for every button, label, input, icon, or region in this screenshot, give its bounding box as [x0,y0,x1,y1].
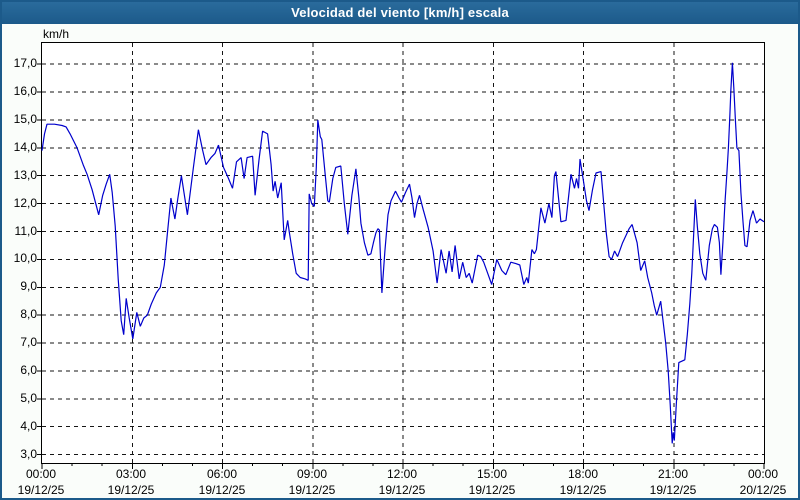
x-date-label: 19/12/25 [649,483,697,497]
y-tick-label: 7,0 [20,335,37,349]
x-tick-label: 15:00 [476,467,508,481]
y-tick-label: 17,0 [13,56,37,70]
y-tick-label: 13,0 [13,168,37,182]
y-axis-unit-label: km/h [42,27,69,41]
y-tick-label: 10,0 [13,251,37,265]
x-date-label: 19/12/25 [198,483,246,497]
x-tick-label: 00:00 [25,467,57,481]
x-date-label: 19/12/25 [468,483,516,497]
x-tick-label: 12:00 [386,467,418,481]
x-tick-label: 06:00 [206,467,238,481]
x-tick-label: 00:00 [747,467,779,481]
wind-speed-line [41,62,765,444]
x-date-label: 19/12/25 [288,483,336,497]
x-tick-label: 03:00 [115,467,147,481]
y-tick-label: 16,0 [13,84,37,98]
chart-svg [37,43,765,469]
y-tick-label: 12,0 [13,196,37,210]
x-date-label: 19/12/25 [559,483,607,497]
window-title: Velocidad del viento [km/h] escala [2,2,798,24]
y-tick-label: 8,0 [20,307,37,321]
x-date-label: 19/12/25 [107,483,155,497]
y-tick-label: 4,0 [20,419,37,433]
y-tick-label: 6,0 [20,363,37,377]
y-tick-label: 14,0 [13,140,37,154]
y-tick-label: 3,0 [20,447,37,461]
x-tick-label: 21:00 [657,467,689,481]
x-date-label: 20/12/25 [739,483,787,497]
y-tick-label: 11,0 [14,224,37,238]
x-tick-label: 09:00 [296,467,328,481]
x-date-label: 19/12/25 [378,483,426,497]
y-tick-label: 5,0 [20,391,37,405]
x-tick-label: 18:00 [567,467,599,481]
y-tick-label: 15,0 [13,112,37,126]
plot-area [37,42,765,469]
y-tick-label: 9,0 [20,279,37,293]
x-date-label: 19/12/25 [17,483,65,497]
